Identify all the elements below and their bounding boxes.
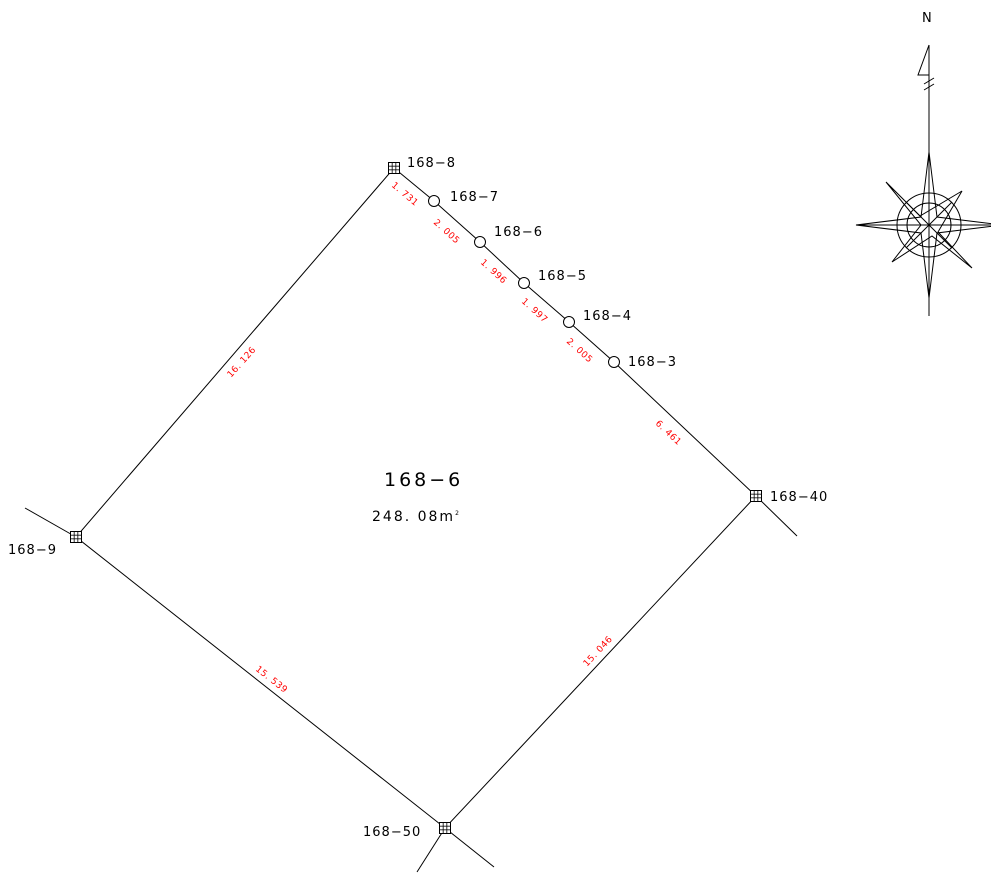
boundary-stone-icon xyxy=(388,162,400,174)
distance-label: 16. 126 xyxy=(226,345,259,380)
point-label-168-3: 168−3 xyxy=(628,355,677,370)
boundary-stone-icon xyxy=(439,822,451,834)
distance-label: 2. 005 xyxy=(431,218,461,247)
survey-point-icon xyxy=(474,236,486,248)
parcel-boundary xyxy=(75,167,757,829)
distance-label: 2. 005 xyxy=(564,337,594,366)
extension-line-168-40 xyxy=(755,495,798,537)
survey-point-icon xyxy=(428,195,440,207)
extension-line-168-50-b xyxy=(444,827,495,868)
extension-line-168-50-a xyxy=(416,827,446,873)
boundary-stone-icon xyxy=(70,531,82,543)
survey-point-icon xyxy=(608,356,620,368)
point-label-168-6: 168−6 xyxy=(494,225,543,240)
survey-point-icon xyxy=(518,277,530,289)
distance-label: 1. 996 xyxy=(478,258,508,287)
point-label-168-7: 168−7 xyxy=(450,190,499,205)
point-label-168-9: 168−9 xyxy=(8,543,57,558)
point-label-168-4: 168−4 xyxy=(583,309,632,324)
north-label: N xyxy=(922,11,932,26)
survey-point-icon xyxy=(563,316,575,328)
boundary-stone-icon xyxy=(750,490,762,502)
parcel-name: 168−6 xyxy=(384,469,463,491)
point-label-168-5: 168−5 xyxy=(538,269,587,284)
compass-rose-icon xyxy=(855,151,991,299)
point-label-168-50: 168−50 xyxy=(363,825,421,840)
north-arrow-icon xyxy=(917,44,935,316)
area-unit-superscript: 2 xyxy=(455,510,461,517)
point-label-168-40: 168−40 xyxy=(770,490,828,505)
parcel-area: 248. 08m2 xyxy=(372,509,461,525)
point-label-168-8: 168−8 xyxy=(407,156,456,171)
extension-line-168-9 xyxy=(24,507,77,538)
